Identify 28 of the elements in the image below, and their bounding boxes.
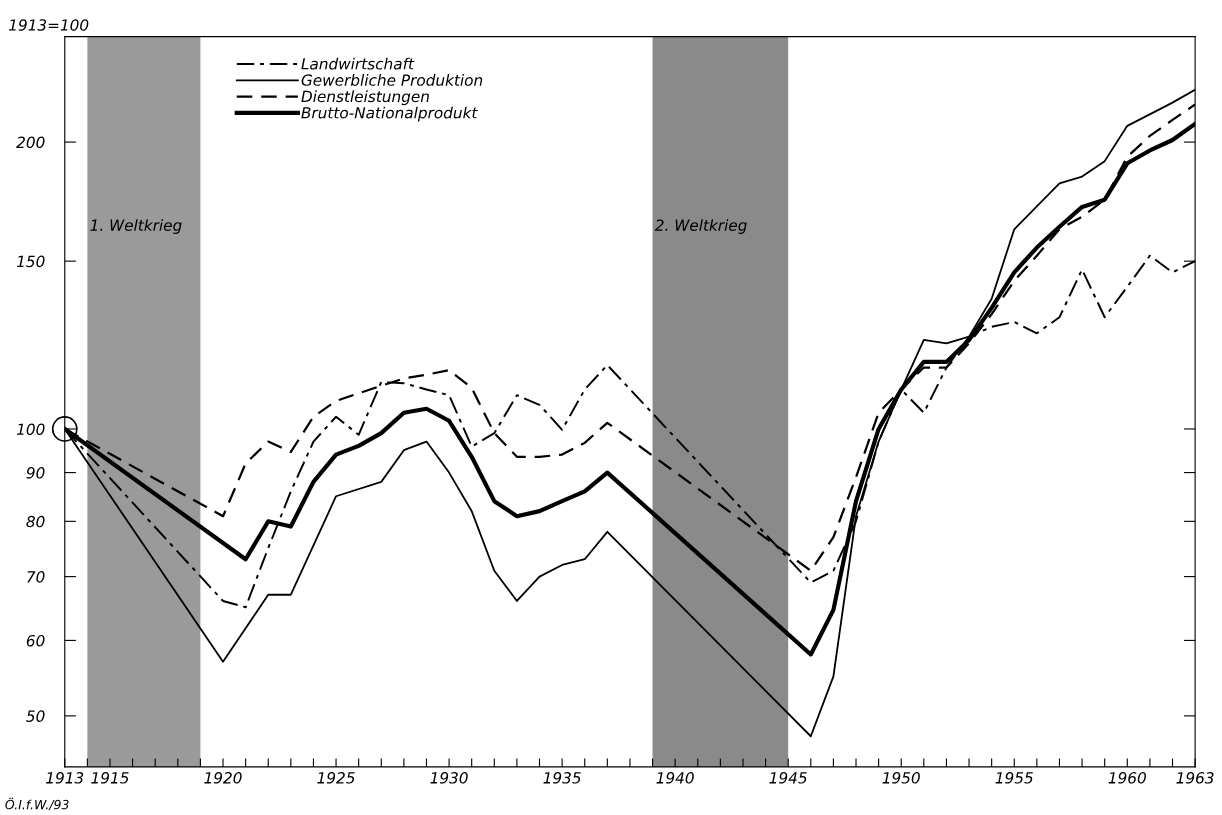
y-tick-label: 90 — [26, 467, 45, 479]
legend-label: Landwirtschaft — [301, 57, 415, 70]
text: Ö.I.f.W./93 — [5, 797, 69, 811]
x-tick-label: 1945 — [769, 772, 807, 784]
x-tick-label: 1950 — [882, 772, 920, 784]
y-tick-label: 80 — [26, 515, 45, 528]
x-tick-label: 1955 — [995, 772, 1033, 784]
y-tick-label: 200 — [16, 136, 45, 149]
y-tick-label: 60 — [26, 634, 45, 647]
x-tick-label: 1940 — [656, 772, 694, 784]
legend-label: Dienstleistungen — [301, 90, 429, 106]
legend-label: Brutto-Nationalprodukt — [301, 106, 478, 122]
y-axis-title: 1913=100 — [9, 19, 89, 31]
x-tick-label: 1915 — [91, 772, 129, 784]
x-tick-label: 1913 — [46, 772, 84, 784]
x-tick-label: 1963 — [1176, 772, 1214, 784]
x-tick-label: 1960 — [1108, 772, 1146, 784]
x-tick-label: 1925 — [317, 772, 355, 784]
y-tick-label: 70 — [27, 571, 45, 583]
x-tick-label: 1920 — [204, 772, 242, 784]
x-tick-label: 1935 — [543, 772, 581, 784]
x-tick-label: 1930 — [430, 772, 468, 784]
y-tick-label: 150 — [16, 255, 45, 268]
y-tick-label: 50 — [26, 710, 45, 722]
legend-label: Gewerbliche Produktion — [301, 74, 483, 86]
band-label: 2. Weltkrieg — [654, 219, 747, 234]
y-tick-label: 100 — [16, 423, 45, 435]
band-label: 1. Weltkrieg — [90, 219, 182, 234]
